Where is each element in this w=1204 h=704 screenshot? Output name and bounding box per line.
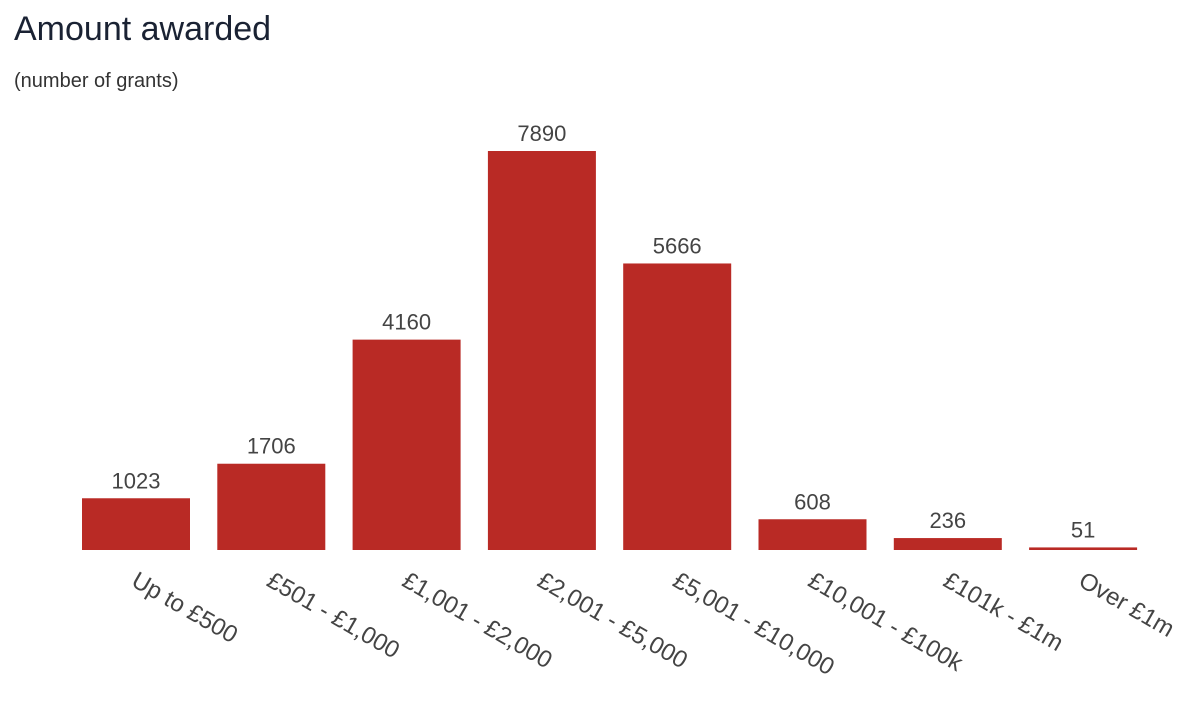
bar <box>352 339 461 550</box>
bar <box>1029 547 1138 550</box>
bar <box>758 519 867 550</box>
value-label: 5666 <box>653 233 702 258</box>
value-label: 1706 <box>247 434 296 459</box>
value-label: 4160 <box>382 310 431 335</box>
chart-title: Amount awarded <box>14 10 271 48</box>
x-tick-label: Up to £500 <box>127 567 242 649</box>
bar <box>487 151 596 550</box>
value-label: 236 <box>929 508 966 533</box>
x-tick-label: £1,001 - £2,000 <box>398 567 557 674</box>
bar <box>893 538 1002 550</box>
bar <box>82 498 190 550</box>
chart-subtitle: (number of grants) <box>14 70 179 92</box>
x-tick-label: £2,001 - £5,000 <box>533 567 692 674</box>
x-tick-label: Over £1m <box>1074 567 1179 643</box>
x-tick-label: £101k - £1m <box>939 567 1068 657</box>
bar <box>623 263 732 550</box>
value-label: 608 <box>794 489 831 514</box>
value-label: 7890 <box>517 121 566 146</box>
value-label: 1023 <box>112 468 161 493</box>
value-label: 51 <box>1071 517 1095 542</box>
x-tick-label: £501 - £1,000 <box>262 567 404 664</box>
bar <box>217 463 326 550</box>
